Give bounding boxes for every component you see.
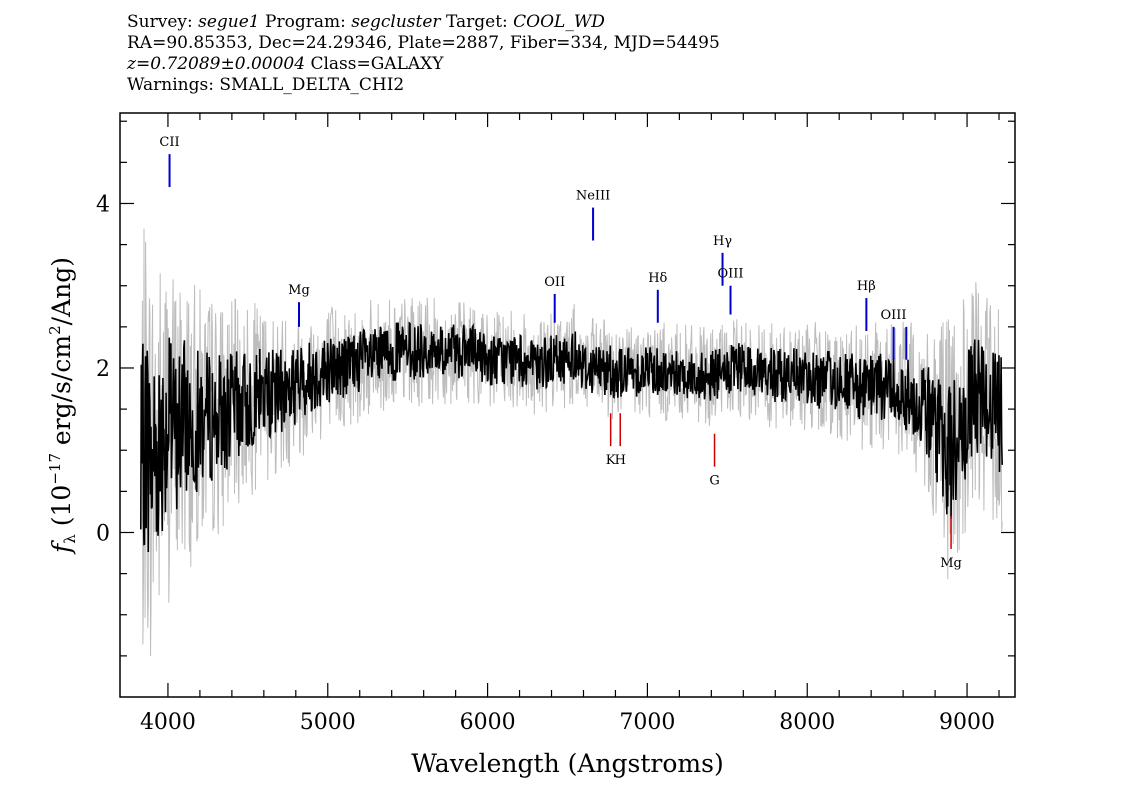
x-tick-label: 4000 bbox=[140, 710, 196, 735]
absorption-line-label: H bbox=[615, 453, 626, 468]
header-line-warnings: Warnings: SMALL_DELTA_CHI2 bbox=[127, 75, 405, 95]
flux-line bbox=[140, 321, 1003, 553]
y-tick-label: 4 bbox=[96, 192, 110, 217]
emission-line-label: OII bbox=[544, 275, 565, 290]
emission-line-label: NeIII bbox=[576, 189, 610, 204]
survey-name: segue1 bbox=[198, 12, 260, 32]
x-tick-label: 6000 bbox=[460, 710, 516, 735]
target-name: COOL_WD bbox=[513, 12, 605, 32]
emission-line-label: Hγ bbox=[713, 234, 732, 249]
emission-line-label: Hδ bbox=[648, 271, 667, 286]
x-axis-title: Wavelength (Angstroms) bbox=[411, 749, 723, 778]
x-tick-label: 7000 bbox=[619, 710, 675, 735]
header-line-survey: Survey: segue1 Program: segcluster Targe… bbox=[127, 12, 605, 32]
redshift-value: z=0.72089±0.00004 bbox=[127, 54, 306, 74]
absorption-line-label: G bbox=[709, 474, 719, 489]
spectral-line-markers: CII Mg OII NeIII Hδ Hγ OIII Hβ OIII K H G Mg bbox=[159, 135, 961, 571]
emission-line-label: OIII bbox=[717, 267, 743, 282]
plot-frame bbox=[119, 112, 1016, 698]
y-tick-label: 0 bbox=[96, 521, 110, 546]
axis-tick-labels: 4000 5000 6000 7000 8000 9000 0 2 4 bbox=[96, 192, 995, 735]
x-tick-label: 9000 bbox=[939, 710, 995, 735]
class-value: Class=GALAXY bbox=[305, 54, 444, 74]
emission-line-label: Hβ bbox=[857, 279, 876, 294]
x-tick-label: 8000 bbox=[779, 710, 835, 735]
axis-ticks bbox=[120, 113, 1015, 697]
header-line-coordinates: RA=90.85353, Dec=24.29346, Plate=2887, F… bbox=[127, 33, 720, 53]
program-name: segcluster bbox=[351, 12, 441, 32]
flux-series bbox=[140, 321, 1003, 553]
emission-line-label: CII bbox=[159, 135, 179, 150]
absorption-line-label: Mg bbox=[940, 556, 962, 571]
absorption-line-label: K bbox=[606, 453, 616, 468]
y-axis-title: fλ (10−17 erg/s/cm2/Ang) bbox=[46, 257, 79, 555]
x-tick-label: 5000 bbox=[300, 710, 356, 735]
emission-line-label: Mg bbox=[288, 283, 310, 298]
emission-line-label: OIII bbox=[880, 308, 906, 323]
header-line-redshift: z=0.72089±0.00004 Class=GALAXY bbox=[127, 54, 720, 75]
spectrum-header: Survey: segue1 Program: segcluster Targe… bbox=[127, 12, 720, 96]
y-tick-label: 2 bbox=[96, 357, 110, 382]
